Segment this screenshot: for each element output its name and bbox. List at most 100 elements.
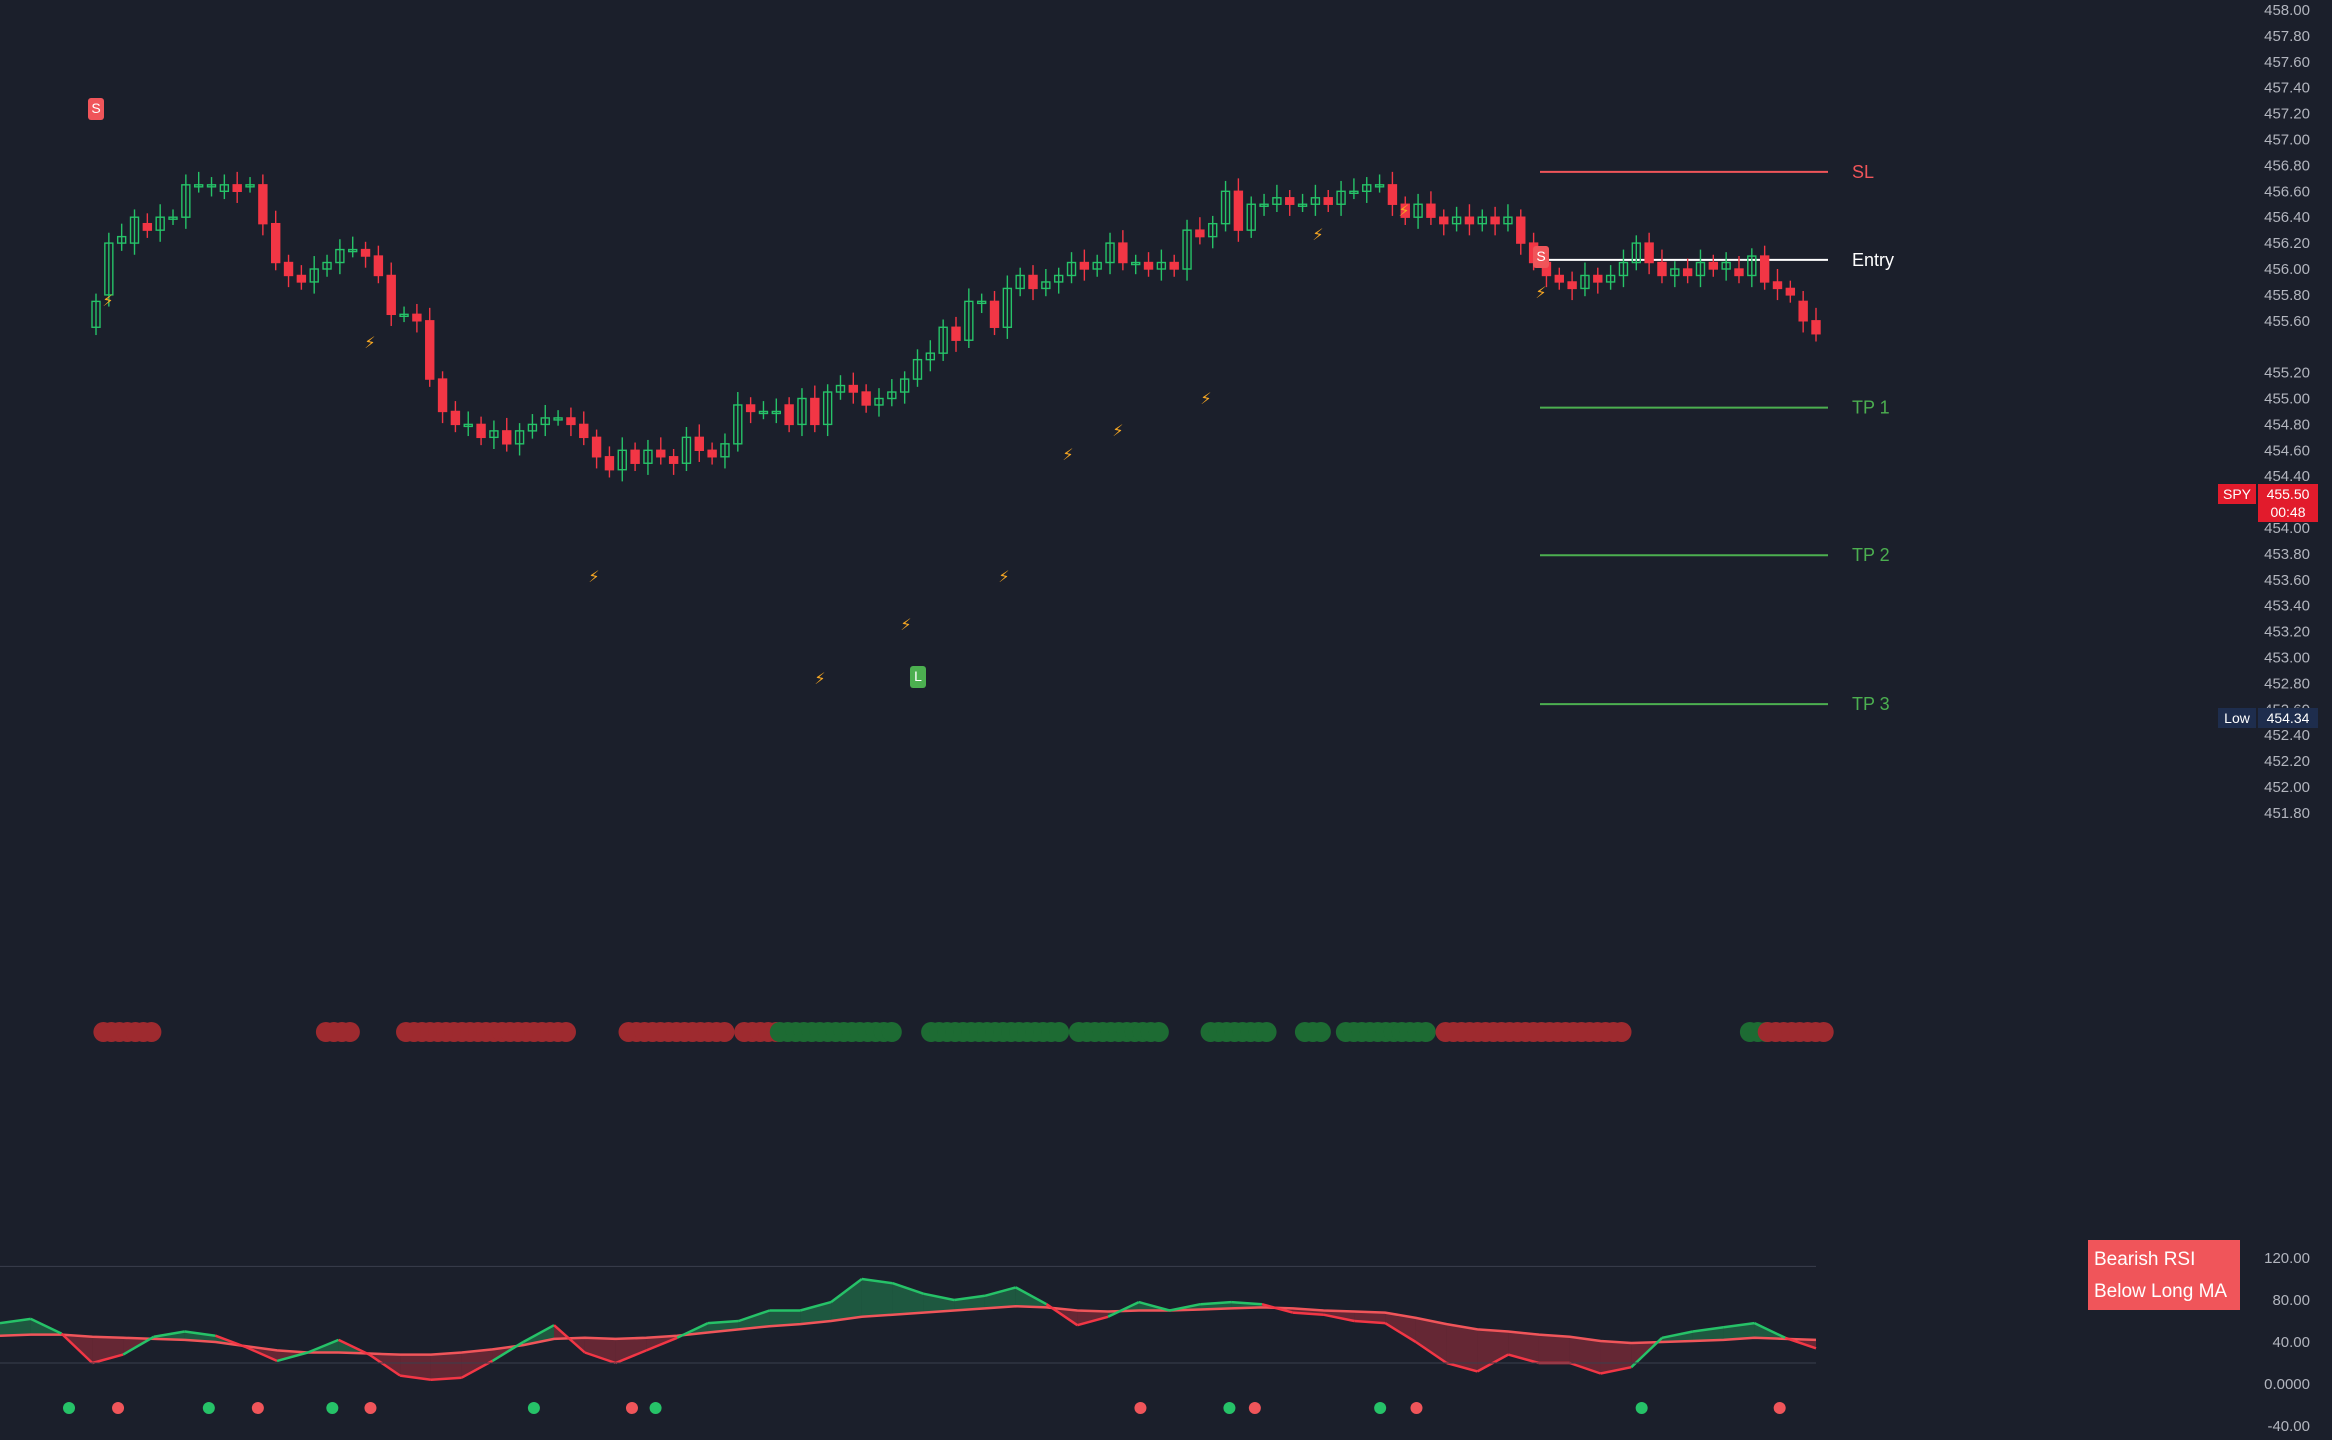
osc-fast-segment: [461, 1359, 494, 1379]
candle-body: [322, 261, 332, 270]
candle-body: [1554, 274, 1564, 283]
candle-body: [1695, 261, 1706, 277]
osc-fill-segment: [800, 1302, 832, 1325]
status-dot: [141, 1022, 162, 1042]
candle-body: [309, 268, 319, 283]
osc-fill-segment: [892, 1283, 924, 1315]
candle-body: [206, 184, 217, 188]
osc-fast-segment: [645, 1336, 678, 1352]
osc-signal-dot: [1134, 1402, 1147, 1414]
candle-body: [848, 384, 859, 393]
candle-body: [386, 274, 396, 316]
candle-body: [810, 397, 820, 426]
osc-fill-segment: [738, 1310, 770, 1330]
candle-body: [591, 436, 602, 458]
osc-fast-segment: [615, 1349, 647, 1365]
candle-body: [232, 184, 242, 192]
price-tick-label: 457.80: [2264, 28, 2310, 45]
osc-fast-segment: [522, 1324, 555, 1344]
candle-body: [1785, 287, 1796, 296]
candle-body: [1772, 281, 1783, 290]
status-dot: [1415, 1022, 1436, 1042]
osc-signal-dot: [1374, 1402, 1387, 1414]
price-axis[interactable]: 458.00 457.80 457.60 457.40 457.20 457.00 456.…: [2264, 2, 2310, 822]
candle-body: [925, 352, 936, 361]
candle-body: [1272, 197, 1282, 205]
candle-body: [1336, 190, 1346, 205]
price-tick-label: 453.60: [2264, 572, 2310, 589]
osc-fast-segment: [276, 1351, 309, 1363]
candlestick-series: [91, 171, 1821, 482]
candle-body: [450, 410, 461, 426]
osc-signal-dot: [202, 1402, 215, 1414]
candle-body: [1053, 274, 1064, 283]
candle-body: [1259, 203, 1269, 207]
candle-body: [1759, 255, 1770, 283]
osc-fast-segment: [368, 1353, 401, 1377]
candle-body: [1811, 320, 1821, 335]
candle-body: [399, 313, 409, 318]
osc-fast-segment: [1692, 1326, 1724, 1333]
status-dot: [881, 1022, 902, 1042]
candle-body: [104, 242, 114, 296]
price-tag-countdown: 00:48: [2258, 502, 2318, 522]
candle-body: [912, 358, 923, 380]
candle-body: [874, 397, 884, 406]
candle-body: [1734, 268, 1744, 277]
candle-body: [1503, 216, 1513, 225]
osc-fast-segment: [738, 1309, 770, 1323]
price-tick-label: 452.80: [2264, 675, 2310, 692]
candle-body: [1657, 261, 1667, 277]
osc-fast-segment: [1354, 1319, 1386, 1325]
candle-body: [1618, 261, 1629, 277]
osc-fast-segment: [707, 1319, 739, 1325]
osc-fast-segment: [1600, 1365, 1632, 1375]
osc-fill-segment: [831, 1279, 862, 1321]
bolt-icon: ⚡: [102, 291, 113, 310]
bolt-icon: ⚡: [998, 567, 1009, 586]
candle-body: [1105, 242, 1115, 264]
osc-fast-segment: [676, 1321, 709, 1339]
osc-fast-segment: [92, 1353, 124, 1365]
candle-body: [733, 404, 743, 445]
bolt-icon: ⚡: [588, 567, 599, 586]
osc-fast-segment: [307, 1338, 340, 1354]
osc-fast-segment: [60, 1332, 94, 1364]
price-tick-label: 452.40: [2264, 727, 2310, 744]
candle-body: [1708, 261, 1719, 270]
osc-fill-segment: [461, 1349, 493, 1378]
price-tick-label: 453.00: [2264, 650, 2310, 667]
price-tick-label: 456.80: [2264, 157, 2310, 174]
candle-body: [1220, 190, 1231, 225]
candle-body: [1477, 216, 1487, 225]
candle-body: [1002, 287, 1013, 328]
candle-body: [283, 261, 294, 277]
osc-fast-segment: [861, 1277, 893, 1285]
osc-fill-segment: [400, 1354, 431, 1380]
price-tick-label: 457.00: [2264, 132, 2310, 149]
osc-fast-segment: [1569, 1361, 1601, 1375]
candle-body: [91, 300, 101, 328]
osc-fast-segment: [830, 1278, 863, 1304]
osc-fill-segment: [769, 1310, 801, 1327]
candle-body: [1490, 216, 1500, 225]
osc-fast-segment: [30, 1317, 63, 1335]
candle-body: [1631, 242, 1641, 264]
bolt-icon: ⚡: [1062, 445, 1073, 464]
candle-body: [425, 320, 435, 380]
price-tick-label: 456.20: [2264, 235, 2310, 252]
bolt-icon: ⚡: [364, 333, 375, 352]
short-signal-marker-2: S: [1533, 246, 1549, 268]
bolt-icon: ⚡: [1312, 225, 1323, 244]
osc-fast-segment: [1261, 1302, 1294, 1314]
candle-body: [412, 313, 422, 322]
oscillator-fill: [0, 1279, 1816, 1380]
candle-body: [938, 326, 948, 354]
candle-body: [1233, 190, 1244, 231]
osc-tick-label: -40.00: [2267, 1418, 2310, 1435]
osc-fast-segment: [1138, 1300, 1170, 1312]
price-tag-symbol: SPY: [2218, 484, 2256, 504]
candle-body: [771, 410, 781, 415]
osc-fill-segment: [984, 1287, 1016, 1309]
